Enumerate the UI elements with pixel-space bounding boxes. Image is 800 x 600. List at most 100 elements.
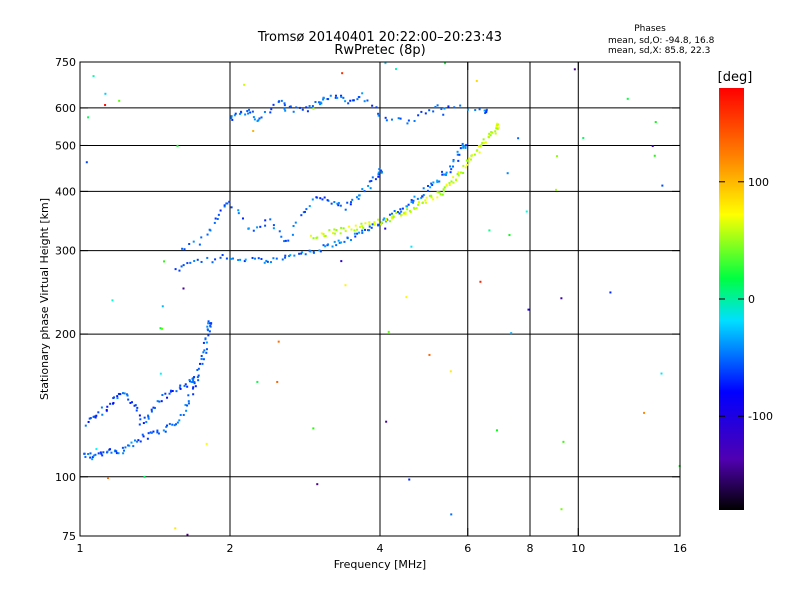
echo-point: [401, 207, 404, 210]
echo-point: [461, 144, 464, 147]
echo-point: [334, 96, 337, 99]
echo-point: [525, 210, 528, 213]
echo-point: [294, 221, 297, 224]
echo-point: [356, 98, 359, 101]
echo-point: [326, 199, 329, 202]
echo-point: [193, 381, 196, 384]
echo-point: [272, 103, 275, 106]
echo-point: [272, 227, 275, 230]
echo-point: [456, 150, 459, 153]
echo-point: [287, 239, 290, 242]
echo-point: [207, 322, 210, 325]
echo-point: [484, 141, 487, 144]
echo-point: [111, 299, 114, 302]
echo-point: [322, 244, 325, 247]
echo-point: [327, 243, 330, 246]
echo-point: [89, 456, 92, 459]
echo-point: [434, 105, 437, 108]
echo-point: [186, 533, 189, 536]
echo-point: [413, 195, 416, 198]
echo-point: [355, 196, 358, 199]
echo-point: [193, 382, 196, 385]
axis-ticks: 1 2 4 6 8 10 16 75 100 200 300 400 500 600 750: [55, 56, 687, 555]
echo-point: [361, 92, 364, 95]
echo-point: [430, 194, 433, 197]
echo-point: [462, 145, 465, 148]
echo-point: [366, 99, 369, 102]
echo-point: [442, 190, 445, 193]
echo-point: [124, 446, 127, 449]
echo-point: [358, 194, 361, 197]
echo-point: [626, 97, 629, 100]
echo-point: [318, 101, 321, 104]
echo-point: [378, 168, 381, 171]
echo-point: [439, 193, 442, 196]
echo-point: [92, 454, 95, 457]
echo-point: [121, 446, 124, 449]
echo-point: [89, 417, 92, 420]
echo-point: [346, 201, 349, 204]
echo-point: [385, 220, 388, 223]
echo-point: [272, 224, 275, 227]
echo-point: [332, 232, 335, 235]
echo-point: [97, 411, 100, 414]
echo-point: [150, 431, 153, 434]
echo-point: [152, 406, 155, 409]
echo-point: [85, 161, 88, 164]
echo-point: [84, 424, 87, 427]
echo-point: [517, 137, 520, 140]
echo-point: [426, 189, 429, 192]
echo-point: [322, 233, 325, 236]
echo-point: [301, 251, 304, 254]
echo-point: [412, 199, 415, 202]
echo-point: [101, 454, 104, 457]
echo-point: [643, 411, 646, 414]
echo-point: [176, 421, 179, 424]
echo-point: [319, 103, 322, 106]
echo-point: [349, 203, 352, 206]
echo-point: [384, 116, 387, 119]
echo-point: [323, 196, 326, 199]
echo-point: [150, 410, 153, 413]
colorbar-tick-label: 0: [748, 293, 755, 306]
echo-point: [495, 429, 498, 432]
echo-point: [336, 96, 339, 99]
echo-point: [478, 108, 481, 111]
echo-point: [117, 392, 120, 395]
y-tick-label: 75: [62, 530, 76, 543]
echo-point: [391, 217, 394, 220]
echo-point: [428, 353, 431, 356]
echo-point: [187, 402, 190, 405]
echo-point: [555, 188, 558, 191]
echo-point: [182, 413, 185, 416]
echo-point: [153, 406, 156, 409]
echo-point: [91, 458, 94, 461]
echo-point: [128, 444, 131, 447]
echo-point: [180, 265, 183, 268]
echo-point: [147, 417, 150, 420]
echo-point: [466, 108, 469, 111]
echo-point: [436, 196, 439, 199]
echo-point: [350, 201, 353, 204]
echo-point: [424, 201, 427, 204]
y-tick-label: 750: [55, 56, 76, 69]
echo-point: [380, 221, 383, 224]
colorbar-ticks: 100 0 -100: [719, 176, 773, 423]
echo-point: [415, 207, 418, 210]
phase-stats-title: Phases: [634, 24, 666, 34]
echo-point: [442, 113, 445, 116]
echo-point: [344, 230, 347, 233]
echo-point: [388, 220, 391, 223]
echo-point: [161, 305, 164, 308]
echo-point: [392, 214, 395, 217]
echo-point: [156, 429, 159, 432]
echo-point: [99, 451, 102, 454]
echo-point: [247, 227, 250, 230]
echo-point: [305, 106, 308, 109]
echo-point: [363, 190, 366, 193]
echo-point: [188, 242, 191, 245]
echo-point: [374, 222, 377, 225]
echo-point: [393, 209, 396, 212]
echo-point: [333, 232, 336, 235]
echo-point: [368, 225, 371, 228]
